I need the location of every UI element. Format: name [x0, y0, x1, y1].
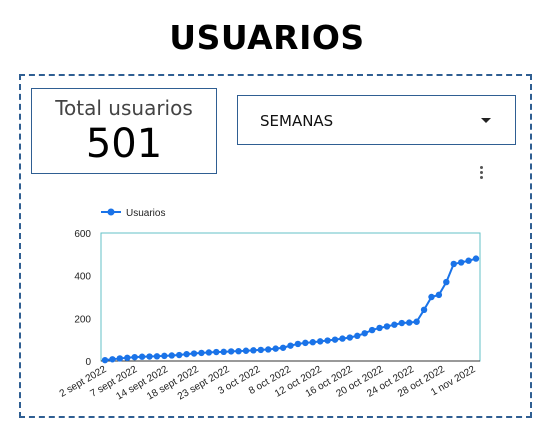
data-point: [391, 321, 398, 328]
data-point: [279, 344, 287, 351]
data-point: [272, 345, 279, 352]
data-point: [124, 354, 131, 361]
data-point: [413, 318, 420, 325]
page-title: USUARIOS: [169, 18, 365, 57]
data-point: [131, 353, 138, 361]
dashboard-panel: [19, 74, 532, 418]
data-point: [361, 330, 368, 337]
data-point: [316, 338, 324, 345]
data-point: [190, 350, 198, 357]
data-point: [339, 335, 346, 342]
data-point: [220, 348, 227, 356]
period-dropdown[interactable]: SEMANAS: [237, 95, 516, 145]
data-point: [472, 255, 480, 262]
data-point: [465, 257, 472, 264]
data-point: [435, 291, 443, 299]
data-point: [294, 340, 302, 348]
data-point: [109, 356, 116, 363]
period-dropdown-value: SEMANAS: [260, 112, 334, 130]
data-point: [383, 323, 391, 330]
data-point: [354, 332, 361, 340]
total-users-scorecard: Total usuarios 501: [31, 88, 217, 174]
data-point: [176, 351, 183, 359]
data-point: [324, 337, 331, 344]
data-point: [420, 306, 428, 313]
data-point: [406, 319, 413, 326]
plot-area-frame: [100, 232, 481, 362]
legend-label: Usuarios: [126, 208, 165, 219]
data-point: [198, 349, 205, 357]
data-point: [428, 293, 435, 301]
data-point: [265, 346, 272, 353]
data-point: [101, 356, 109, 364]
y-tick-label: 200: [74, 314, 91, 325]
data-point: [161, 352, 168, 360]
data-point: [153, 353, 161, 360]
data-point: [138, 353, 146, 360]
data-point: [302, 339, 309, 347]
data-point: [168, 352, 175, 359]
data-point: [376, 324, 383, 332]
arrow-drop-down-icon: [481, 118, 491, 123]
data-point: [457, 259, 465, 266]
data-point: [146, 353, 153, 360]
data-point: [250, 347, 257, 354]
data-point: [257, 346, 265, 354]
data-point: [331, 336, 339, 343]
data-point: [368, 326, 376, 334]
scorecard-label: Total usuarios: [55, 96, 193, 120]
data-point: [346, 334, 354, 341]
y-tick-label: 400: [74, 272, 91, 283]
y-tick-label: 0: [85, 357, 91, 368]
data-point: [205, 349, 213, 356]
legend-marker: [107, 208, 115, 216]
data-point: [443, 278, 450, 286]
data-point: [116, 355, 124, 362]
scorecard-value: 501: [85, 121, 163, 167]
data-point: [287, 342, 294, 349]
data-point: [309, 339, 316, 346]
more-vert-icon[interactable]: [476, 164, 488, 182]
data-point: [235, 347, 242, 355]
data-point: [398, 319, 405, 327]
data-point: [183, 350, 190, 358]
data-point: [450, 260, 457, 268]
data-point: [227, 348, 235, 355]
y-tick-label: 600: [74, 229, 91, 240]
data-point: [242, 347, 250, 354]
data-point: [213, 348, 220, 356]
